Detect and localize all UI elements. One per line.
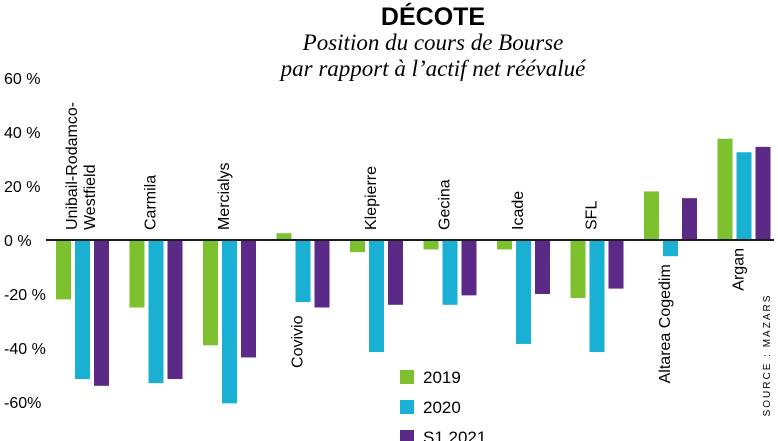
category-label: Carmila	[143, 175, 160, 230]
bar	[442, 240, 458, 305]
legend-label: 2020	[423, 398, 461, 417]
bar	[461, 240, 477, 296]
category-label: Unibail-Rodamco-	[64, 102, 81, 230]
bar	[222, 240, 237, 404]
legend-label: 2019	[423, 368, 461, 387]
bar	[717, 138, 733, 240]
bar	[644, 191, 659, 240]
category-label: Altarea Cogedim	[657, 264, 674, 383]
bar	[589, 240, 605, 353]
y-tick-label: -40 %	[4, 341, 46, 358]
bar	[350, 240, 365, 253]
category-label: Westfield	[82, 164, 99, 230]
chart-subtitle-line-2: par rapport à l’actif net réévalué	[279, 56, 587, 81]
bar	[295, 240, 311, 303]
y-tick-label: 60 %	[4, 71, 40, 88]
bar	[369, 240, 384, 353]
bar	[736, 152, 752, 240]
y-tick-label: -60%	[4, 395, 41, 412]
source-note: SOURCE : MAZARS	[762, 294, 773, 417]
category-label: Gecina	[437, 179, 454, 230]
bar	[570, 240, 586, 299]
bar	[497, 240, 512, 250]
legend-swatch	[400, 430, 414, 441]
bar	[167, 240, 183, 380]
bar	[608, 240, 624, 289]
category-label: Icade	[510, 191, 527, 230]
bar	[682, 198, 697, 240]
bar	[56, 240, 71, 300]
category-label: Covivio	[290, 315, 307, 368]
bar	[276, 233, 292, 240]
bars	[56, 138, 771, 404]
category-label: Argan	[731, 248, 748, 291]
bar	[314, 240, 330, 308]
bar	[755, 146, 771, 240]
bar	[203, 240, 218, 346]
bar	[241, 240, 256, 358]
y-axis: 60 % 40 % 20 % 0 % -20 % -40 % -60%	[4, 71, 46, 412]
y-tick-label: -20 %	[4, 287, 46, 304]
bar	[516, 240, 531, 344]
bar	[388, 240, 403, 305]
bar	[148, 240, 164, 384]
category-labels: Unibail-Rodamco- Westfield Carmila Mercialy…	[64, 102, 748, 383]
category-label: Mercialys	[216, 162, 233, 230]
chart-subtitle-line-1: Position du cours de Bourse	[302, 30, 564, 55]
y-tick-label: 20 %	[4, 179, 40, 196]
y-tick-label: 40 %	[4, 125, 40, 142]
legend-swatch	[400, 400, 414, 414]
legend-label: S1 2021	[423, 428, 486, 441]
bar	[535, 240, 550, 294]
bar	[94, 240, 109, 386]
category-label: Klepierre	[363, 166, 380, 230]
y-tick-label: 0 %	[4, 233, 32, 250]
legend: 2019 2020 S1 2021	[400, 368, 486, 441]
bar	[423, 240, 439, 250]
category-label: SFL	[584, 201, 601, 230]
legend-swatch	[400, 370, 414, 384]
chart-title: DÉCOTE	[381, 2, 485, 31]
bar	[129, 240, 145, 308]
bar	[663, 240, 678, 257]
bar	[75, 240, 90, 380]
